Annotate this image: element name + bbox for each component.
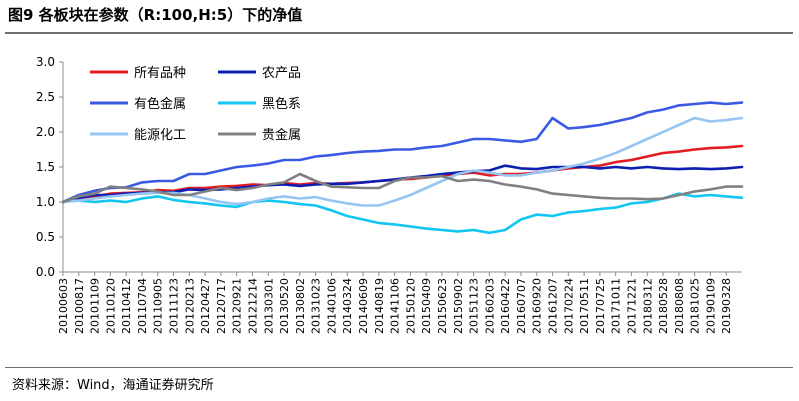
x-tick-label: 20160422 xyxy=(499,278,512,334)
legend-label: 所有品种 xyxy=(134,66,186,81)
x-tick-label: 20110120 xyxy=(104,278,117,334)
x-tick-label: 20151123 xyxy=(468,278,481,334)
x-tick-label: 20120921 xyxy=(231,278,244,334)
series-line-6 xyxy=(61,172,744,204)
x-tick-label: 20120427 xyxy=(199,278,212,334)
x-tick-label: 20120213 xyxy=(183,278,196,334)
x-tick-label: 20101109 xyxy=(89,278,102,334)
x-tick-label: 20121214 xyxy=(246,278,259,334)
x-tick-label: 20140609 xyxy=(357,278,370,334)
x-tick-label: 20131023 xyxy=(310,278,323,334)
x-tick-label: 20100603 xyxy=(57,278,70,334)
source-note: 资料来源：Wind，海通证券研究所 xyxy=(12,378,214,393)
x-tick-label: 20110704 xyxy=(136,278,149,334)
x-tick-label: 20160920 xyxy=(531,278,544,334)
x-tick-label: 20140819 xyxy=(373,278,386,334)
x-tick-label: 20141106 xyxy=(389,278,402,334)
x-tick-label: 20130301 xyxy=(262,278,275,334)
figure-title: 图9 各板块在参数（R:100,H:5）下的净值 xyxy=(8,6,303,24)
x-tick-label: 20130520 xyxy=(278,278,291,334)
y-tick-label: 3.0 xyxy=(36,55,55,69)
x-tick-label: 20160203 xyxy=(483,278,496,334)
x-tick-label: 20171011 xyxy=(610,278,623,334)
x-tick-label: 20160707 xyxy=(515,278,528,334)
x-tick-label: 20180528 xyxy=(657,278,670,334)
x-tick-label: 20150120 xyxy=(404,278,417,334)
x-tick-label: 20180312 xyxy=(641,278,654,334)
x-tick-label: 20170511 xyxy=(578,278,591,334)
x-tick-label: 20170725 xyxy=(594,278,607,334)
x-tick-label: 20181025 xyxy=(689,278,702,334)
x-tick-label: 20190328 xyxy=(720,278,733,334)
x-tick-label: 20161207 xyxy=(547,278,560,334)
x-tick-label: 20100817 xyxy=(73,278,86,334)
x-tick-label: 20190109 xyxy=(704,278,717,334)
x-tick-label: 20170224 xyxy=(562,278,575,334)
series-line-5 xyxy=(61,116,744,207)
y-tick-label: 0.0 xyxy=(36,265,55,279)
legend-label: 有色金属 xyxy=(134,96,186,112)
x-tick-label: 20110905 xyxy=(152,278,165,334)
legend-label: 黑色系 xyxy=(262,96,301,112)
x-tick-label: 20150623 xyxy=(436,278,449,334)
x-tick-label: 20171221 xyxy=(625,278,638,334)
legend-label: 贵金属 xyxy=(262,127,301,143)
x-tick-label: 20111123 xyxy=(168,278,181,334)
legend-label: 能源化工 xyxy=(134,128,186,143)
x-tick-label: 20110412 xyxy=(120,278,133,334)
y-tick-label: 2.5 xyxy=(36,90,55,104)
x-tick-label: 20140106 xyxy=(325,278,338,334)
x-tick-label: 20140324 xyxy=(341,278,354,334)
x-tick-label: 20150409 xyxy=(420,278,433,334)
legend-label: 农产品 xyxy=(262,66,301,81)
chart-series xyxy=(61,101,744,235)
y-tick-label: 1.0 xyxy=(36,195,55,209)
series-line-3 xyxy=(61,101,744,204)
y-tick-label: 0.5 xyxy=(36,230,55,244)
title-divider xyxy=(5,32,793,34)
y-tick-label: 1.5 xyxy=(36,160,55,174)
x-tick-label: 20180808 xyxy=(673,278,686,334)
series-line-4 xyxy=(61,192,744,235)
x-tick-label: 20120717 xyxy=(215,278,228,334)
footer-divider xyxy=(5,367,793,368)
x-tick-label: 20150902 xyxy=(452,278,465,334)
y-tick-label: 2.0 xyxy=(36,125,55,139)
x-tick-label: 20130802 xyxy=(294,278,307,334)
